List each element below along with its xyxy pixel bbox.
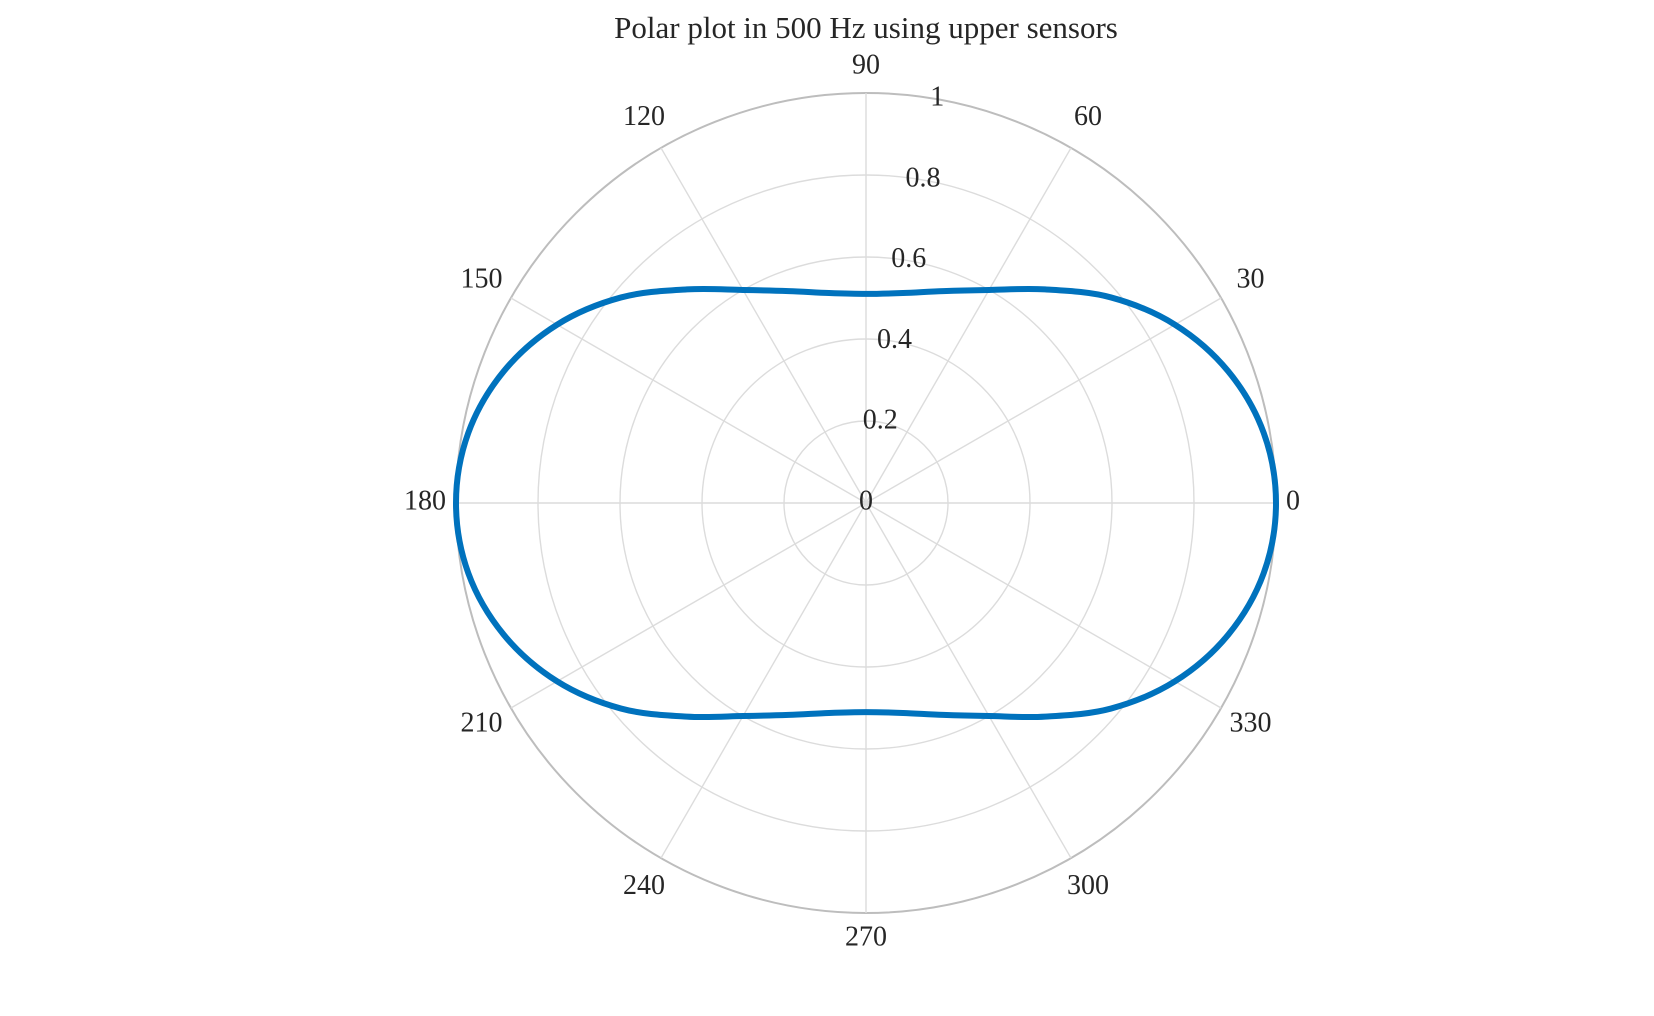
grid-spoke-150	[510, 297, 867, 504]
grid-spoke-120	[660, 147, 867, 504]
angle-label-60: 60	[1074, 101, 1102, 132]
grid-spoke-60	[865, 147, 1072, 504]
angle-label-210: 210	[461, 707, 503, 738]
angle-label-180: 180	[404, 485, 446, 516]
angle-label-0: 0	[1286, 485, 1300, 516]
angle-label-30: 30	[1237, 263, 1265, 294]
angle-label-120: 120	[623, 101, 665, 132]
angle-label-300: 300	[1067, 870, 1109, 901]
angle-label-150: 150	[461, 263, 503, 294]
radius-label-0: 0	[859, 485, 873, 516]
grid-spoke-300	[865, 502, 1072, 859]
grid-spoke-30	[865, 297, 1222, 504]
angle-label-240: 240	[623, 870, 665, 901]
series-line-0	[453, 285, 1279, 721]
radius-label-1: 1	[930, 82, 944, 113]
radius-label-0-6: 0.6	[891, 243, 926, 274]
radius-tick-labels: 0 0.2 0.4 0.6 0.8 1	[859, 82, 944, 517]
radius-label-0-2: 0.2	[863, 405, 898, 436]
grid-spoke-330	[865, 502, 1222, 709]
angle-tick-labels: 0 30 60 90 120 150 180 210 240 270 300 330	[404, 49, 1300, 952]
angle-label-270: 270	[845, 921, 887, 952]
radius-label-0-8: 0.8	[906, 162, 941, 193]
series-layer	[453, 285, 1279, 721]
angle-label-330: 330	[1230, 707, 1272, 738]
radius-label-0-4: 0.4	[877, 324, 912, 355]
grid-spoke-240	[660, 502, 867, 859]
grid-spoke-210	[510, 502, 867, 709]
angle-label-90: 90	[852, 49, 880, 80]
chart-title: Polar plot in 500 Hz using upper sensors	[614, 10, 1118, 45]
angular-grid-spokes	[456, 93, 1276, 913]
